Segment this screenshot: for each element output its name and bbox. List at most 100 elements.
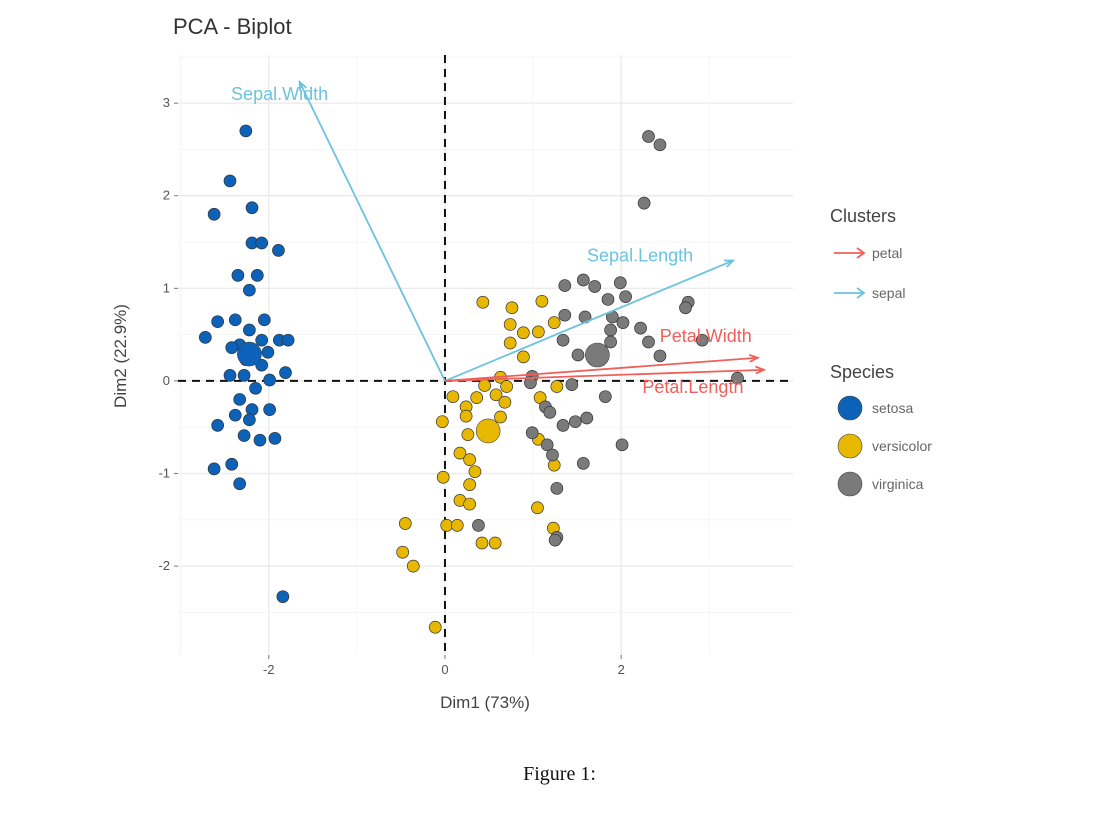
virginica-point xyxy=(525,426,539,440)
versicolor-point xyxy=(470,391,484,404)
virginica-point xyxy=(619,290,632,304)
versicolor-point xyxy=(428,620,442,634)
versicolor-point xyxy=(396,545,410,559)
versicolor-point xyxy=(463,453,476,466)
virginica-point xyxy=(569,415,582,429)
setosa-point xyxy=(268,431,282,445)
setosa-point xyxy=(223,174,237,188)
setosa-point xyxy=(243,283,256,297)
setosa-point xyxy=(233,477,247,491)
y-tick-label: -1 xyxy=(158,466,170,481)
versicolor-point xyxy=(532,325,545,339)
versicolor-point xyxy=(550,380,564,393)
setosa-centroid xyxy=(237,341,262,367)
versicolor-point xyxy=(488,536,502,550)
virginica-point xyxy=(731,371,744,385)
setosa-point xyxy=(263,403,276,416)
setosa-point xyxy=(233,393,247,406)
versicolor-point xyxy=(489,388,503,402)
setosa-point xyxy=(237,429,251,442)
setosa-point xyxy=(249,381,262,395)
y-axis-label: Dim2 (22.9%) xyxy=(111,304,130,408)
legend-arrow-icon xyxy=(856,287,866,299)
arrow-petal-length xyxy=(444,368,764,382)
virginica-point xyxy=(558,279,572,292)
arrow-sepal-length xyxy=(444,259,734,382)
y-tick-label: 3 xyxy=(163,95,170,110)
virginica-point xyxy=(548,533,562,547)
x-tick-label: 2 xyxy=(618,662,625,677)
y-tick-label: -2 xyxy=(158,558,170,573)
versicolor-point xyxy=(494,410,507,424)
virginica-point xyxy=(642,130,655,143)
setosa-point xyxy=(211,315,224,329)
legend-arrow-icon xyxy=(856,247,866,259)
versicolor-point xyxy=(446,390,460,404)
setosa-point xyxy=(257,313,271,327)
versicolor-point xyxy=(517,326,530,340)
versicolor-point xyxy=(463,497,476,511)
versicolor-centroid xyxy=(475,418,501,444)
versicolor-point xyxy=(440,519,454,532)
virginica-point xyxy=(588,280,602,293)
versicolor-point xyxy=(500,380,513,393)
arrowhead xyxy=(755,365,767,375)
versicolor-point xyxy=(461,428,475,441)
virginica-point xyxy=(604,335,617,349)
reference-lines xyxy=(178,55,793,655)
virginica-point xyxy=(550,481,564,495)
arrow-petal-width xyxy=(444,356,758,382)
clusters-legend-title: Clusters xyxy=(830,206,896,226)
setosa-point xyxy=(250,269,264,282)
setosa-point xyxy=(225,341,239,354)
virginica-point xyxy=(695,333,709,347)
setosa-point xyxy=(255,358,269,372)
setosa-point xyxy=(207,207,221,221)
versicolor-point xyxy=(476,295,490,309)
virginica-point xyxy=(615,438,629,452)
virginica-point xyxy=(540,438,554,452)
arrowhead xyxy=(724,259,736,268)
versicolor-point xyxy=(406,559,420,573)
points xyxy=(198,124,744,634)
versicolor-point xyxy=(435,415,449,429)
virginica-centroid xyxy=(585,342,610,368)
virginica-point xyxy=(613,276,627,290)
versicolor-point xyxy=(468,465,482,479)
setosa-point xyxy=(211,419,224,432)
x-tick-label: -2 xyxy=(263,662,275,677)
virginica-point xyxy=(634,321,647,335)
setosa-point xyxy=(255,333,269,347)
setosa-point xyxy=(239,124,253,138)
setosa-point xyxy=(231,269,245,282)
setosa-point xyxy=(225,457,239,471)
y-tick-label: 2 xyxy=(163,188,170,203)
versicolor-point xyxy=(503,318,517,331)
virginica-point xyxy=(604,323,617,337)
y-tick-label: 0 xyxy=(163,373,170,388)
species-legend-title: Species xyxy=(830,362,894,382)
versicolor-point xyxy=(547,316,561,329)
setosa-point xyxy=(243,323,256,337)
setosa-point xyxy=(237,369,251,382)
virginica-point xyxy=(679,301,692,315)
virginica-point xyxy=(576,273,590,287)
versicolor-point xyxy=(503,336,517,350)
legend: Clusters Species petal sepal setosa versico… xyxy=(830,206,932,497)
virginica-point xyxy=(556,419,570,432)
virginica-point xyxy=(576,456,590,470)
variable-label: Petal.Length xyxy=(642,377,743,397)
arrowhead xyxy=(748,354,761,363)
versicolor-point xyxy=(453,446,467,460)
setosa-point xyxy=(198,331,212,344)
setosa-point xyxy=(228,408,242,422)
legend-versicolor-key xyxy=(837,433,863,459)
legend-setosa-label: setosa xyxy=(872,400,913,416)
legend-versicolor-label: versicolor xyxy=(872,438,932,454)
virginica-point xyxy=(637,196,651,210)
setosa-point xyxy=(272,244,285,257)
setosa-point xyxy=(279,366,292,379)
versicolor-point xyxy=(531,501,544,515)
virginica-point xyxy=(546,448,559,462)
